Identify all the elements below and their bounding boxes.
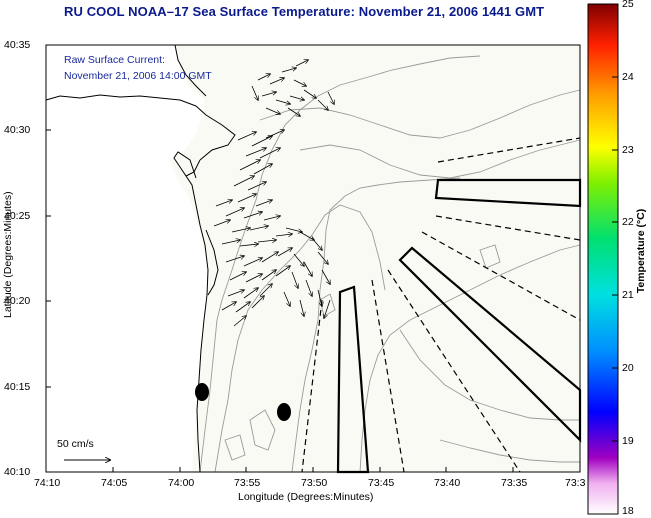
bathymetry-contours: [199, 55, 581, 473]
scale-label: 50 cm/s: [57, 438, 94, 450]
colorbar-tick-label: 20: [622, 362, 634, 374]
axis-ticks: [45, 44, 514, 472]
buoy-marker: [195, 383, 209, 401]
colorbar: [587, 3, 619, 515]
colorbar-tick-label: 24: [622, 71, 634, 83]
colorbar-tick-label: 21: [622, 289, 634, 301]
colorbar-ticks: [612, 76, 618, 442]
current-vectors: [213, 60, 334, 327]
y-tick-label: 40:10: [4, 466, 31, 478]
x-tick-label: 73:45: [368, 477, 395, 489]
x-tick-label: 74:00: [168, 477, 195, 489]
x-tick-label: 73:35: [501, 477, 528, 489]
land-area: [46, 45, 208, 472]
annotation-line-2: November 21, 2006 14:00 GMT: [64, 70, 212, 82]
x-tick-label: 73:40: [434, 477, 461, 489]
annotation-line-1: Raw Surface Current:: [64, 54, 165, 66]
x-tick-label: 73:3: [565, 477, 586, 489]
x-tick-label: 73:50: [301, 477, 328, 489]
y-tick-label: 40:15: [4, 381, 31, 393]
colorbar-tick-label: 18: [622, 505, 634, 517]
lane-boundaries: [301, 137, 581, 473]
x-tick-label: 74:05: [101, 477, 128, 489]
colorbar-tick-label: 25: [622, 0, 634, 10]
y-axis-label: Latitude (Degrees:Minutes): [2, 191, 14, 318]
buoy-marker: [277, 403, 291, 421]
y-tick-label: 40:20: [4, 295, 31, 307]
colorbar-label: Temperature (°C): [635, 208, 647, 294]
x-tick-label: 74:10: [34, 477, 61, 489]
x-tick-label: 73:55: [234, 477, 261, 489]
colorbar-tick-label: 22: [622, 216, 634, 228]
y-tick-label: 40:25: [4, 210, 31, 222]
page-title: RU COOL NOAA–17 Sea Surface Temperature:…: [64, 4, 545, 19]
y-tick-label: 40:30: [4, 124, 31, 136]
x-axis-label: Longitude (Degrees:Minutes): [238, 491, 374, 503]
colorbar-tick-label: 23: [622, 144, 634, 156]
colorbar-tick-label: 19: [622, 435, 634, 447]
y-tick-label: 40:35: [4, 39, 31, 51]
